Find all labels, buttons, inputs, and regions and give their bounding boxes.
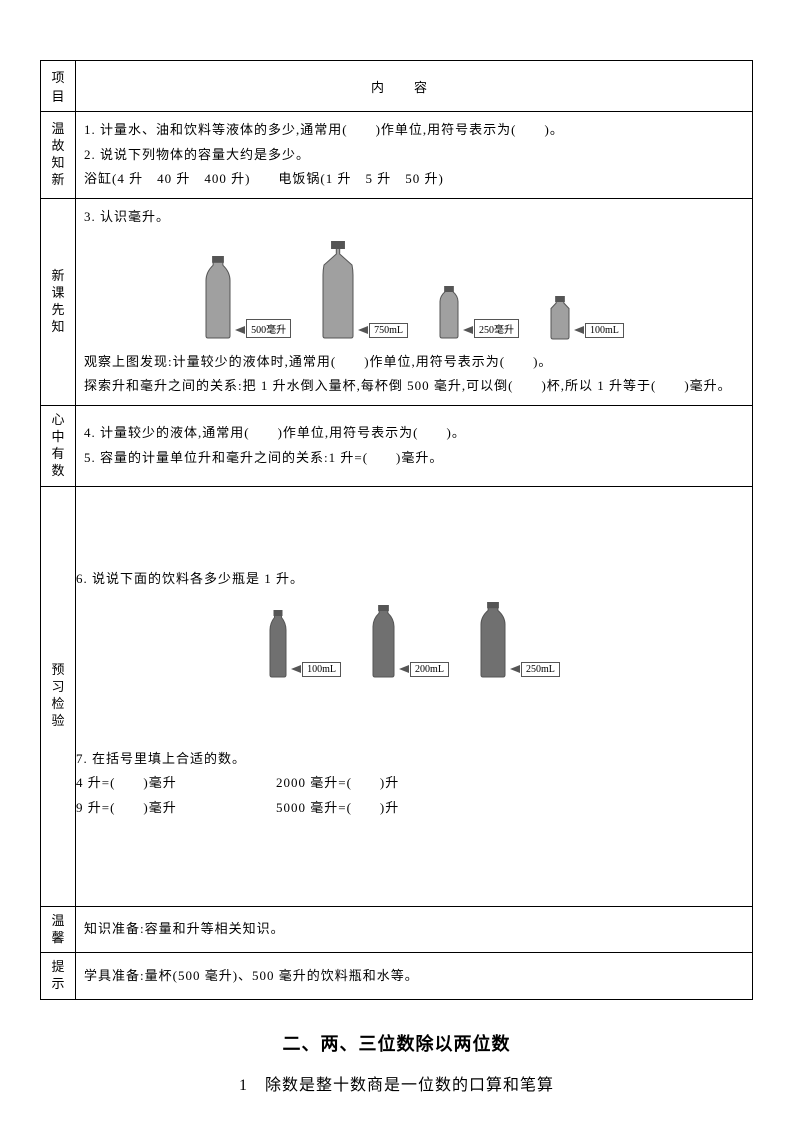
q7: 7. 在括号里填上合适的数。 bbox=[76, 747, 752, 772]
q5: 5. 容量的计量单位升和毫升之间的关系:1 升=( )毫升。 bbox=[84, 446, 744, 471]
section-title-1: 二、两、三位数除以两位数 bbox=[40, 1030, 753, 1056]
bottle-icon bbox=[321, 240, 355, 340]
conv-5000ml: 5000 毫升=( )升 bbox=[276, 796, 476, 821]
conv-9l: 9 升=( )毫升 bbox=[76, 796, 276, 821]
tips-2: 学具准备:量杯(500 毫升)、500 毫升的饮料瓶和水等。 bbox=[76, 953, 753, 1000]
bottle-label: 200mL bbox=[410, 662, 449, 677]
q1: 1. 计量水、油和饮料等液体的多少,通常用( )作单位,用符号表示为( )。 bbox=[84, 118, 744, 143]
row-practice-label: 预习检验 bbox=[41, 486, 76, 906]
row-review-label: 温故知新 bbox=[41, 112, 76, 199]
q4: 4. 计量较少的液体,通常用( )作单位,用符号表示为( )。 bbox=[84, 421, 744, 446]
row-summary-content: 4. 计量较少的液体,通常用( )作单位,用符号表示为( )。 5. 容量的计量… bbox=[76, 406, 753, 487]
q6: 6. 说说下面的饮料各多少瓶是 1 升。 bbox=[76, 567, 752, 592]
q2: 2. 说说下列物体的容量大约是多少。 bbox=[84, 143, 744, 168]
row-newlesson-label: 新课先知 bbox=[41, 199, 76, 406]
q2b: 浴缸(4 升 40 升 400 升) 电饭锅(1 升 5 升 50 升) bbox=[84, 167, 744, 192]
bottle-label: 500毫升 bbox=[246, 319, 291, 338]
tips-1: 知识准备:容量和升等相关知识。 bbox=[76, 906, 753, 953]
q3b: 探索升和毫升之间的关系:把 1 升水倒入量杯,每杯倒 500 毫升,可以倒( )… bbox=[84, 374, 744, 399]
bottle-icon bbox=[204, 255, 232, 340]
q3a: 观察上图发现:计量较少的液体时,通常用( )作单位,用符号表示为( )。 bbox=[84, 350, 744, 375]
bottle-icon bbox=[438, 285, 460, 340]
row-tips-label2: 提示 bbox=[41, 953, 76, 1000]
bottle-illustration-2: 100mL 200mL 250mL bbox=[76, 601, 752, 679]
bottle-label: 750mL bbox=[369, 323, 408, 338]
conv-2000ml: 2000 毫升=( )升 bbox=[276, 771, 476, 796]
bottle-icon bbox=[371, 604, 396, 679]
header-col1: 项目 bbox=[41, 61, 76, 112]
bottle-illustration: 500毫升 750mL 250毫升 100mL bbox=[84, 240, 744, 340]
section-title-2: 1 除数是整十数商是一位数的口算和笔算 bbox=[40, 1071, 753, 1095]
bottle-label: 100mL bbox=[302, 662, 341, 677]
bottle-label: 250毫升 bbox=[474, 319, 519, 338]
header-col2: 内容 bbox=[76, 61, 753, 112]
q3: 3. 认识毫升。 bbox=[84, 205, 744, 230]
bottle-icon bbox=[549, 295, 571, 340]
row-practice-content: 6. 说说下面的饮料各多少瓶是 1 升。 100mL 200mL 250mL 7. … bbox=[76, 486, 753, 906]
row-review-content: 1. 计量水、油和饮料等液体的多少,通常用( )作单位,用符号表示为( )。 2… bbox=[76, 112, 753, 199]
row-tips-label1: 温馨 bbox=[41, 906, 76, 953]
bottle-label: 250mL bbox=[521, 662, 560, 677]
bottle-label: 100mL bbox=[585, 323, 624, 338]
conv-4l: 4 升=( )毫升 bbox=[76, 771, 276, 796]
bottle-icon bbox=[268, 609, 288, 679]
row-summary-label: 心中有数 bbox=[41, 406, 76, 487]
worksheet-table: 项目 内容 温故知新 1. 计量水、油和饮料等液体的多少,通常用( )作单位,用… bbox=[40, 60, 753, 1000]
bottle-icon bbox=[479, 601, 507, 679]
row-newlesson-content: 3. 认识毫升。 500毫升 750mL 250毫升 100mL 观察上图发现:计量较… bbox=[76, 199, 753, 406]
